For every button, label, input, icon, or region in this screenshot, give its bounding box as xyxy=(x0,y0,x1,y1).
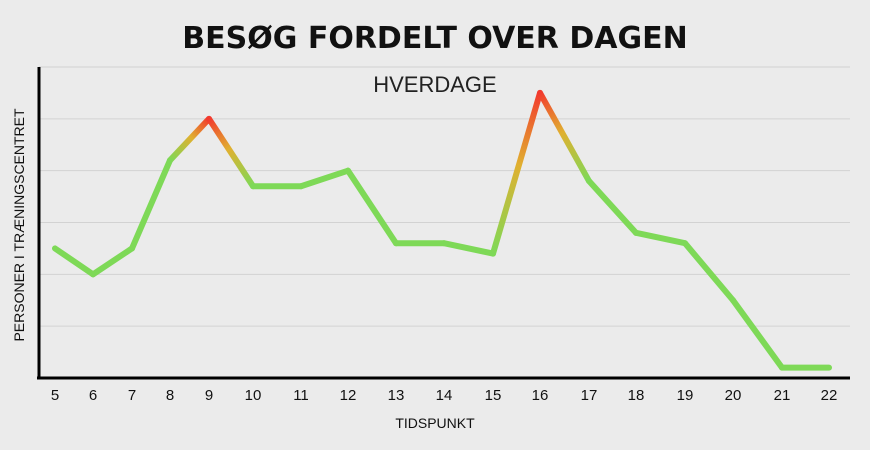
x-tick-label: 14 xyxy=(436,387,453,404)
series-segment xyxy=(90,245,135,278)
x-tick-labels: 5 6 7 8 9 10 11 12 13 14 15 16 17 18 19 20 21 22 xyxy=(51,387,838,404)
x-tick-label: 20 xyxy=(725,387,742,404)
series-segment xyxy=(633,229,688,247)
x-tick-label: 16 xyxy=(532,387,549,404)
series-segment xyxy=(586,178,639,236)
x-tick-label: 17 xyxy=(581,387,598,404)
x-tick-label: 18 xyxy=(628,387,645,404)
x-tick-label: 12 xyxy=(340,387,357,404)
series-layer xyxy=(52,89,832,371)
series-segment xyxy=(537,89,592,185)
series-segment xyxy=(441,240,496,257)
gridlines xyxy=(39,66,850,327)
x-tick-label: 13 xyxy=(388,387,405,404)
y-axis-label: PERSONER I TRÆNINGSCENTRET xyxy=(11,108,27,342)
x-tick-label: 22 xyxy=(821,387,838,404)
series-segment xyxy=(52,245,96,278)
x-tick-label: 10 xyxy=(245,387,262,404)
x-tick-label: 6 xyxy=(89,387,97,404)
x-tick-label: 11 xyxy=(293,387,309,404)
chart-title: BESØG FORDELT OVER DAGEN xyxy=(182,21,687,56)
x-tick-label: 15 xyxy=(485,387,502,404)
series-segment xyxy=(167,115,212,164)
x-tick-label: 21 xyxy=(774,387,791,404)
x-tick-label: 7 xyxy=(128,387,136,404)
series-segment xyxy=(206,115,256,190)
x-axis-label: TIDSPUNKT xyxy=(395,415,475,431)
series-segment xyxy=(490,89,543,257)
series-segment xyxy=(682,240,736,304)
x-tick-label: 9 xyxy=(205,387,213,404)
x-tick-label: 5 xyxy=(51,387,59,404)
series-segment xyxy=(298,167,351,190)
chart-subtitle: HVERDAGE xyxy=(373,72,496,97)
x-tick-label: 8 xyxy=(166,387,174,404)
x-tick-label: 19 xyxy=(677,387,694,404)
series-segment xyxy=(345,167,399,247)
series-segment xyxy=(129,157,173,252)
series-segment xyxy=(730,297,785,371)
